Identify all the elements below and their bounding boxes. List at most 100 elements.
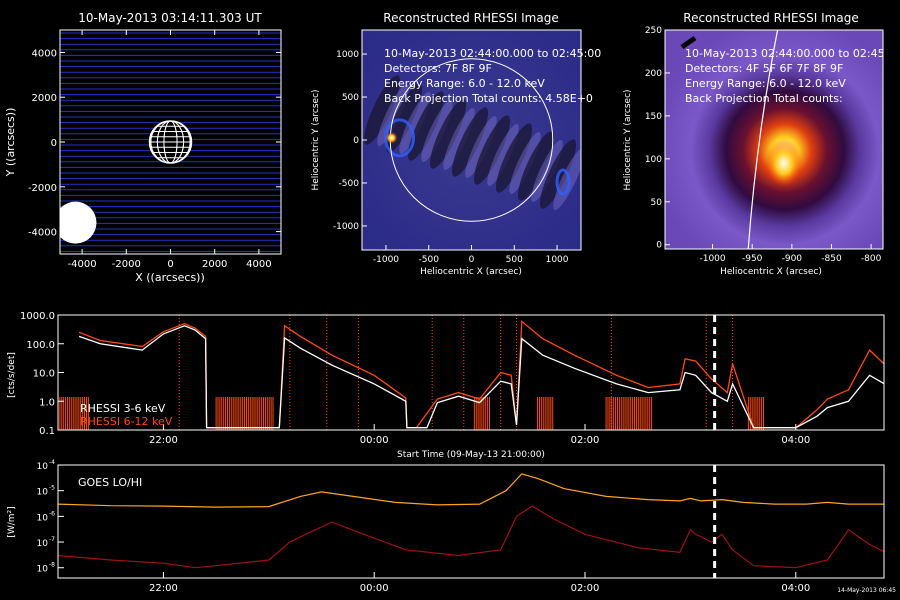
fringe-light bbox=[487, 124, 519, 186]
orbit-y-tick-label: 4000 bbox=[32, 48, 57, 59]
goes-corner-stamp: 14-May-2013 06:45 bbox=[837, 587, 896, 594]
rhessi-zoom-annotation-energy: Energy Range: 6.0 - 12.0 keV bbox=[685, 77, 846, 90]
rhessi-full-annotations: 10-May-2013 02:44:00.000 to 02:45:00 Det… bbox=[384, 47, 601, 105]
goes-y-tick-exponent: -8 bbox=[49, 562, 55, 569]
rhessi-full-title: Reconstructed RHESSI Image bbox=[383, 11, 558, 25]
rhessi-zoom-annotation-method: Back Projection Total counts: bbox=[685, 92, 843, 105]
zoom-x-tick-label: -1000 bbox=[699, 254, 725, 264]
goes-hi-curve bbox=[58, 505, 884, 569]
orbit-x-tick-label: -4000 bbox=[68, 259, 97, 270]
goes-y-tick-label: 10 bbox=[37, 539, 49, 549]
goes-lightcurve-background bbox=[58, 465, 884, 578]
orbit-map-xlabel: X ((arcsecs)) bbox=[135, 271, 205, 284]
earth-disk bbox=[60, 201, 97, 244]
orbit-x-tick-label: -2000 bbox=[112, 259, 141, 270]
fringe-dark bbox=[407, 91, 445, 161]
rhessi-lightcurve-xlabel: Start Time (09-May-13 21:00:00) bbox=[397, 450, 545, 460]
rhessi-x-tick-label: 02:00 bbox=[571, 435, 600, 446]
rhessi-zoom-xlabel: Heliocentric X (arcsec) bbox=[720, 267, 822, 277]
goes-lo-curve bbox=[58, 473, 884, 508]
rhessi-zoom-panel: Reconstructed RHESSI Image -1000 -950 -900… bbox=[623, 11, 900, 277]
rhessi-flag-bars bbox=[58, 397, 765, 430]
goes-x-tick-label: 02:00 bbox=[571, 583, 600, 594]
rhessi-zoom-image bbox=[665, 30, 883, 249]
rhessi-zoom-annotation-time: 10-May-2013 02:44:00.000 to 02:45:00 bbox=[685, 47, 900, 60]
solar-limb-arc bbox=[747, 30, 779, 249]
goes-y-tick-exponent: -4 bbox=[49, 459, 55, 466]
zoom-x-tick-label: -850 bbox=[821, 254, 842, 264]
orbit-map-ylabel: Y ((arcsecs)) bbox=[4, 108, 17, 178]
rhessi-lightcurve-ticks: 22:00 00:00 02:00 04:00 1000.0 100.0 10.0 1.0 0.… bbox=[20, 311, 810, 446]
rhessi-zoom-ylabel: Heliocentric Y (arcsec) bbox=[623, 89, 633, 190]
rhessi-x-tick-label: 22:00 bbox=[149, 435, 178, 446]
full-y-tick-label: -1000 bbox=[333, 222, 359, 232]
zoom-y-tick-label: 250 bbox=[645, 26, 662, 36]
full-x-tick-label: -1000 bbox=[373, 255, 399, 265]
fringe-light bbox=[465, 116, 497, 178]
fringe-dark bbox=[517, 131, 555, 201]
rhessi-full-fringes bbox=[363, 75, 581, 210]
orbit-y-tick-label: 0 bbox=[51, 138, 57, 149]
orbit-map-title: 10-May-2013 03:14:11.303 UT bbox=[78, 11, 262, 25]
fringe-dark bbox=[451, 107, 489, 177]
goes-y-tick-exponent: -5 bbox=[49, 485, 55, 492]
full-x-tick-label: 500 bbox=[506, 255, 523, 265]
full-y-tick-label: 0 bbox=[353, 136, 359, 146]
goes-x-tick-label: 22:00 bbox=[149, 583, 178, 594]
fringe-dark bbox=[495, 123, 533, 193]
goes-y-tick-label: 10 bbox=[37, 565, 49, 575]
full-y-tick-label: 500 bbox=[342, 93, 359, 103]
rhessi-x-tick-label: 00:00 bbox=[360, 435, 389, 446]
goes-y-tick-label: 10 bbox=[37, 462, 49, 472]
rhessi-3-6kev-curve bbox=[78, 325, 884, 429]
goes-lightcurve-frame bbox=[57, 464, 885, 579]
full-x-tick-label: 0 bbox=[469, 255, 475, 265]
zoom-x-tick-label: -800 bbox=[861, 254, 882, 264]
rhessi-y-tick-label: 1000.0 bbox=[20, 311, 55, 322]
full-x-tick-label: -500 bbox=[419, 255, 440, 265]
goes-x-tick-label: 04:00 bbox=[781, 583, 810, 594]
rhessi-zoom-source bbox=[680, 30, 802, 249]
zoom-x-tick-label: -900 bbox=[782, 254, 803, 264]
orbit-x-tick-label: 4000 bbox=[246, 259, 271, 270]
rhessi-full-ylabel: Heliocentric Y (arcsec) bbox=[311, 89, 321, 190]
rhessi-zoom-title: Reconstructed RHESSI Image bbox=[683, 11, 858, 25]
orbit-x-tick-label: 0 bbox=[167, 259, 173, 270]
orbit-x-tick-label: 2000 bbox=[202, 259, 227, 270]
zoom-y-tick-label: 0 bbox=[656, 241, 662, 251]
rhessi-zoom-frame bbox=[664, 29, 884, 250]
fringe-dark bbox=[473, 115, 511, 185]
sun-meridian bbox=[150, 120, 191, 164]
fringe-light bbox=[399, 92, 431, 154]
goes-y-tick-label: 10 bbox=[37, 488, 49, 498]
rhessi-lightcurve-legend-6-12: RHESSI 6-12 keV bbox=[80, 415, 173, 428]
rhessi-zoom-annotation-detectors: Detectors: 4F 5F 6F 7F 8F 9F bbox=[685, 62, 843, 75]
rhessi-y-tick-label: 10.0 bbox=[33, 369, 55, 380]
rhessi-y-tick-label: 1.0 bbox=[39, 397, 55, 408]
zoom-y-tick-label: 100 bbox=[645, 155, 662, 165]
fringe-dark bbox=[429, 99, 467, 169]
goes-x-tick-label: 00:00 bbox=[360, 583, 389, 594]
rhessi-zoom-annotations: 10-May-2013 02:44:00.000 to 02:45:00 Det… bbox=[685, 47, 900, 105]
full-y-tick-label: 1000 bbox=[336, 50, 359, 60]
rhessi-lightcurve-background bbox=[58, 315, 884, 430]
rhessi-lightcurve-legend-3-6: RHESSI 3-6 keV bbox=[80, 402, 166, 415]
full-y-tick-label: -500 bbox=[339, 179, 360, 189]
rhessi-full-xlabel: Heliocentric X (arcsec) bbox=[420, 267, 522, 277]
fringe-light bbox=[421, 100, 453, 162]
zoom-y-tick-label: 150 bbox=[645, 112, 662, 122]
orbit-y-tick-label: 2000 bbox=[32, 93, 57, 104]
rhessi-full-ticks: -1000 -500 0 500 1000 1000 500 0 -500 -1000 bbox=[333, 50, 569, 265]
zoom-y-tick-label: 200 bbox=[645, 69, 662, 79]
full-x-tick-label: 1000 bbox=[546, 255, 569, 265]
rhessi-lightcurve-ylabel: [cts/s/det] bbox=[7, 352, 17, 398]
flare-source bbox=[385, 131, 398, 144]
goes-ylabel: [W/m²] bbox=[7, 506, 17, 537]
rhessi-full-annotation-detectors: Detectors: 7F 8F 9F bbox=[384, 62, 492, 75]
rhessi-full-annotation-energy: Energy Range: 6.0 - 12.0 keV bbox=[384, 77, 545, 90]
goes-y-tick-exponent: -7 bbox=[49, 536, 55, 543]
goes-y-tick-exponent: -6 bbox=[49, 510, 55, 517]
rhessi-y-tick-label: 0.1 bbox=[39, 426, 55, 437]
